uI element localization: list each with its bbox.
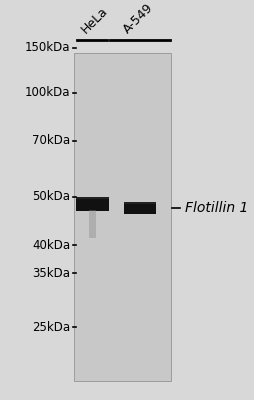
- Text: 35kDa: 35kDa: [32, 267, 70, 280]
- Text: HeLa: HeLa: [78, 5, 110, 37]
- Text: A-549: A-549: [121, 2, 156, 37]
- Text: 40kDa: 40kDa: [32, 239, 70, 252]
- Text: 100kDa: 100kDa: [25, 86, 70, 99]
- Text: 25kDa: 25kDa: [32, 321, 70, 334]
- Bar: [76, 197, 108, 199]
- Text: Flotillin 1: Flotillin 1: [184, 201, 247, 215]
- Text: 70kDa: 70kDa: [32, 134, 70, 148]
- FancyBboxPatch shape: [74, 53, 170, 381]
- Bar: [123, 202, 155, 204]
- Text: 50kDa: 50kDa: [32, 190, 70, 203]
- Bar: [76, 197, 108, 212]
- Bar: [123, 202, 155, 214]
- Text: 150kDa: 150kDa: [25, 41, 70, 54]
- Bar: [89, 210, 96, 238]
